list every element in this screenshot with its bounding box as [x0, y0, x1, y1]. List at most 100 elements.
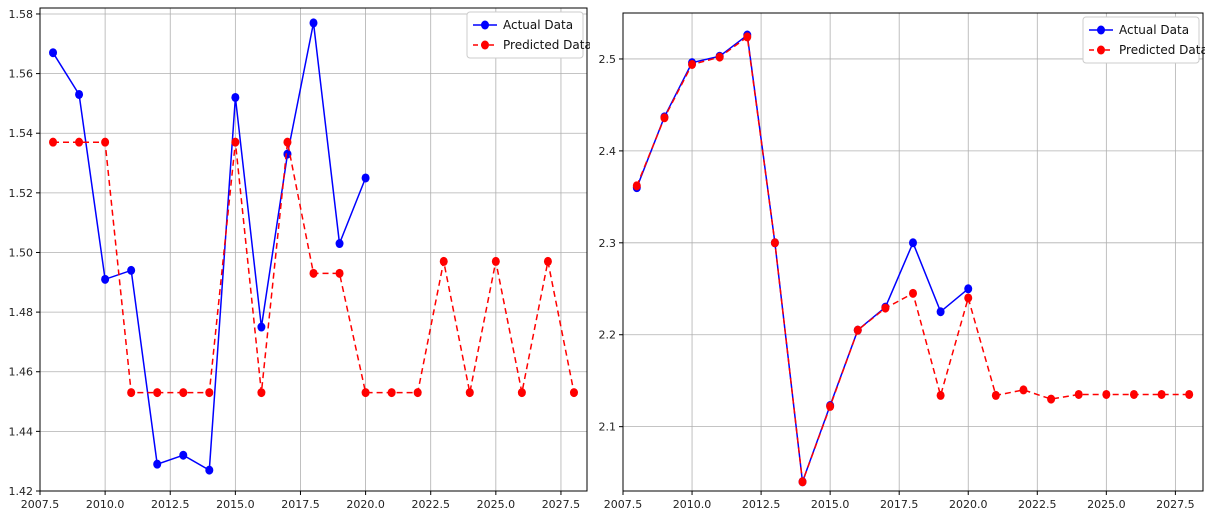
y-tick-label: 2.3 — [599, 237, 617, 250]
y-tick-label: 2.5 — [599, 53, 617, 66]
data-point-predicted — [660, 113, 669, 123]
data-point-predicted — [1185, 389, 1194, 399]
legend-marker — [1097, 25, 1105, 35]
legend-marker — [481, 40, 489, 50]
data-point-predicted — [231, 137, 240, 147]
data-point-predicted — [491, 256, 500, 266]
data-point-predicted — [465, 388, 474, 398]
data-point-predicted — [964, 293, 973, 303]
data-point-actual — [309, 18, 318, 28]
x-tick-label: 2027.5 — [542, 498, 581, 511]
x-tick-label: 2027.5 — [1156, 498, 1195, 511]
data-point-predicted — [1102, 389, 1111, 399]
x-tick-label: 2015.0 — [216, 498, 255, 511]
data-point-predicted — [1047, 394, 1056, 404]
legend-marker — [481, 20, 489, 30]
x-tick-label: 2025.0 — [477, 498, 516, 511]
data-point-predicted — [715, 52, 724, 62]
x-tick-label: 2017.5 — [281, 498, 320, 511]
chart-left: 2007.5 2010.0 2012.5 2015.0 2017.5 2020.0 2022… — [9, 7, 590, 511]
data-point-predicted — [335, 268, 344, 278]
data-point-actual — [101, 274, 110, 284]
x-tick-label: 2010.0 — [86, 498, 125, 511]
data-point-actual — [49, 48, 58, 58]
data-point-predicted — [826, 401, 835, 411]
y-tick-label: 1.50 — [9, 246, 34, 259]
data-point-predicted — [543, 256, 552, 266]
data-point-predicted — [936, 390, 945, 400]
y-tick-label: 2.1 — [599, 421, 617, 434]
data-point-predicted — [309, 268, 318, 278]
legend-marker — [1097, 45, 1105, 55]
data-point-predicted — [1019, 385, 1028, 395]
y-tick-label: 1.42 — [9, 485, 34, 498]
x-tick-label: 2025.0 — [1087, 498, 1126, 511]
data-point-actual — [361, 173, 370, 183]
data-point-predicted — [413, 388, 422, 398]
plot-frame — [39, 7, 588, 492]
legend — [466, 11, 584, 59]
y-tick-label: 1.44 — [9, 425, 34, 438]
data-point-predicted — [439, 256, 448, 266]
data-point-predicted — [743, 32, 752, 42]
data-point-predicted — [909, 288, 917, 298]
series-line-actual — [52, 22, 367, 472]
data-point-actual — [257, 322, 266, 332]
y-tick-label: 2.4 — [599, 145, 617, 158]
x-tick-label: 2010.0 — [673, 498, 712, 511]
data-point-actual — [964, 284, 973, 294]
y-tick-label: 1.48 — [9, 306, 34, 319]
x-tick-label: 2007.5 — [21, 498, 60, 511]
data-point-predicted — [1074, 389, 1083, 399]
data-point-actual — [179, 450, 188, 460]
x-tick-label: 2012.5 — [742, 498, 781, 511]
data-point-predicted — [1129, 389, 1138, 399]
series-line-actual — [636, 33, 969, 483]
data-point-actual — [335, 239, 344, 249]
data-point-predicted — [257, 388, 266, 398]
data-point-predicted — [49, 137, 58, 147]
x-tick-label: 2007.5 — [604, 498, 643, 511]
data-point-predicted — [387, 388, 396, 398]
data-point-predicted — [205, 388, 214, 398]
plot-frame — [622, 12, 1204, 492]
data-point-actual — [909, 238, 917, 248]
y-tick-label: 2.2 — [599, 329, 617, 342]
x-tick-label: 2015.0 — [811, 498, 850, 511]
data-point-actual — [153, 459, 162, 469]
data-point-predicted — [153, 388, 162, 398]
data-point-predicted — [179, 388, 188, 398]
y-tick-label: 1.52 — [9, 187, 34, 200]
legend — [1082, 16, 1200, 64]
data-point-predicted — [517, 388, 526, 398]
legend-label: Actual Data — [1119, 23, 1189, 37]
chart-right: 2007.5 2010.0 2012.5 2015.0 2017.5 2020.0 2022… — [599, 12, 1205, 511]
data-point-predicted — [1157, 389, 1166, 399]
x-tick-label: 2020.0 — [346, 498, 385, 511]
data-point-actual — [231, 92, 240, 102]
data-point-predicted — [632, 181, 641, 191]
data-point-predicted — [75, 137, 84, 147]
x-tick-label: 2022.5 — [411, 498, 450, 511]
legend-label: Predicted Data — [503, 38, 590, 52]
y-tick-label: 1.58 — [9, 8, 34, 21]
data-point-predicted — [991, 390, 1000, 400]
legend-label: Predicted Data — [1119, 43, 1205, 57]
data-point-predicted — [361, 388, 370, 398]
x-tick-label: 2020.0 — [949, 498, 988, 511]
data-point-actual — [205, 465, 214, 475]
data-point-predicted — [688, 59, 697, 69]
data-point-predicted — [127, 388, 136, 398]
y-tick-label: 1.56 — [9, 68, 34, 81]
legend-label: Actual Data — [503, 18, 573, 32]
data-point-actual — [936, 307, 945, 317]
data-point-predicted — [881, 303, 890, 313]
data-point-predicted — [569, 388, 578, 398]
data-point-predicted — [770, 238, 779, 248]
x-tick-label: 2012.5 — [151, 498, 190, 511]
data-point-actual — [75, 89, 84, 99]
y-tick-label: 1.54 — [9, 127, 34, 140]
x-tick-label: 2017.5 — [880, 498, 919, 511]
data-point-actual — [127, 265, 136, 275]
data-point-predicted — [101, 137, 110, 147]
